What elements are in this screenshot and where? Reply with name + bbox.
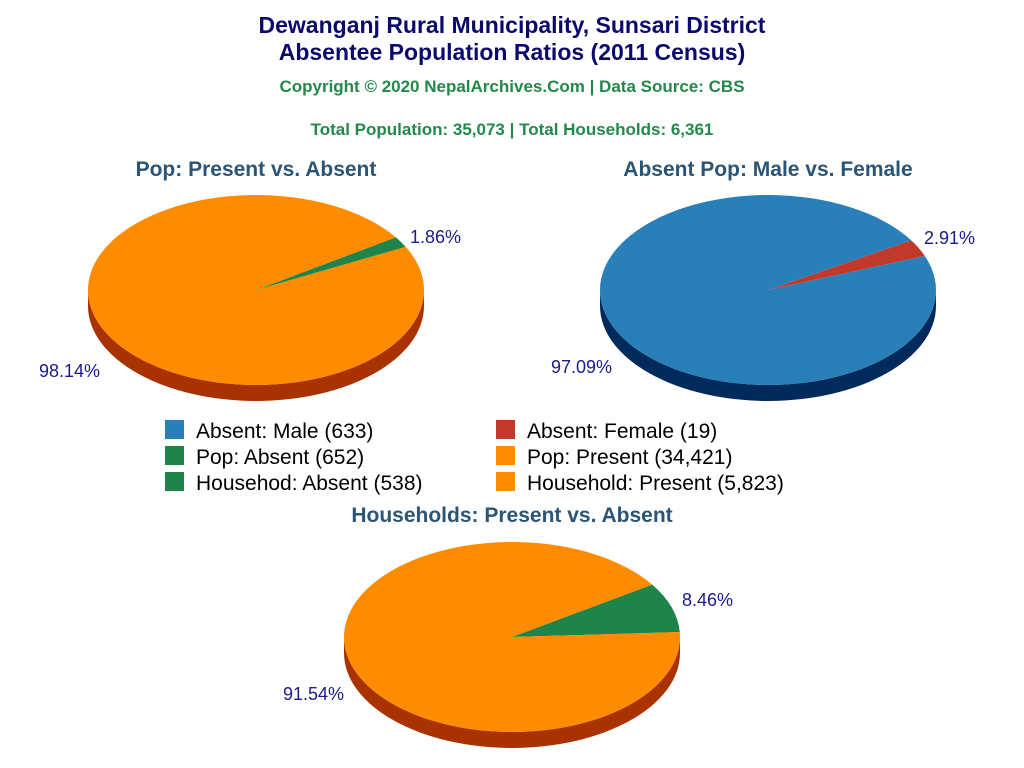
legend-label: Absent: Female (19): [527, 420, 717, 443]
legend-item: Pop: Present (34,421): [496, 446, 732, 469]
totals-text: Total Population: 35,073 | Total Househo…: [311, 120, 714, 139]
pie-side: [344, 637, 680, 748]
pie-slice-absent-female: [768, 240, 925, 290]
slice-percent-label: 2.91%: [924, 228, 975, 248]
pie-slice-househod-absent: [512, 584, 680, 637]
legend-item: Pop: Absent (652): [165, 446, 364, 469]
chart-title-line2: Absentee Population Ratios (2011 Census): [279, 39, 746, 65]
legend-swatch: [165, 420, 184, 439]
slice-percent-label: 98.14%: [39, 361, 100, 381]
slice-percent-label: 97.09%: [551, 357, 612, 377]
chart-title-line1: Dewanganj Rural Municipality, Sunsari Di…: [259, 12, 766, 38]
slice-percent-label: 91.54%: [283, 684, 344, 704]
pie-slice-household-present: [344, 542, 680, 733]
legend-item: Absent: Female (19): [496, 420, 717, 443]
legend-item: Househod: Absent (538): [165, 472, 423, 495]
pie-side: [600, 290, 936, 401]
pie-2: 2.91% 97.09%: [551, 195, 975, 401]
pie-1: 1.86% 98.14%: [39, 195, 461, 401]
pie2-title: Absent Pop: Male vs. Female: [623, 158, 912, 181]
legend-item: Household: Present (5,823): [496, 472, 784, 495]
pie-3: 8.46% 91.54%: [283, 542, 733, 748]
legend-label: Absent: Male (633): [196, 420, 373, 443]
pie-side: [88, 290, 424, 401]
legend-swatch: [496, 472, 515, 491]
slice-percent-label: 1.86%: [410, 227, 461, 247]
copyright-text: Copyright © 2020 NepalArchives.Com | Dat…: [279, 77, 744, 96]
legend-swatch: [496, 420, 515, 439]
pie3-title: Households: Present vs. Absent: [351, 504, 672, 527]
slice-percent-label: 8.46%: [682, 590, 733, 610]
pie-slice-pop-absent: [256, 237, 406, 290]
legend-label: Pop: Present (34,421): [527, 446, 732, 469]
legend-swatch: [165, 446, 184, 465]
legend-label: Pop: Absent (652): [196, 446, 364, 469]
legend-swatch: [496, 446, 515, 465]
legend-label: Household: Present (5,823): [527, 472, 784, 495]
legend-swatch: [165, 472, 184, 491]
legend-item: Absent: Male (633): [165, 420, 373, 443]
pie1-title: Pop: Present vs. Absent: [136, 158, 377, 181]
pie-slice-pop-present: [88, 195, 425, 386]
legend-label: Househod: Absent (538): [196, 472, 423, 495]
pie-slice-absent-male: [600, 195, 936, 385]
